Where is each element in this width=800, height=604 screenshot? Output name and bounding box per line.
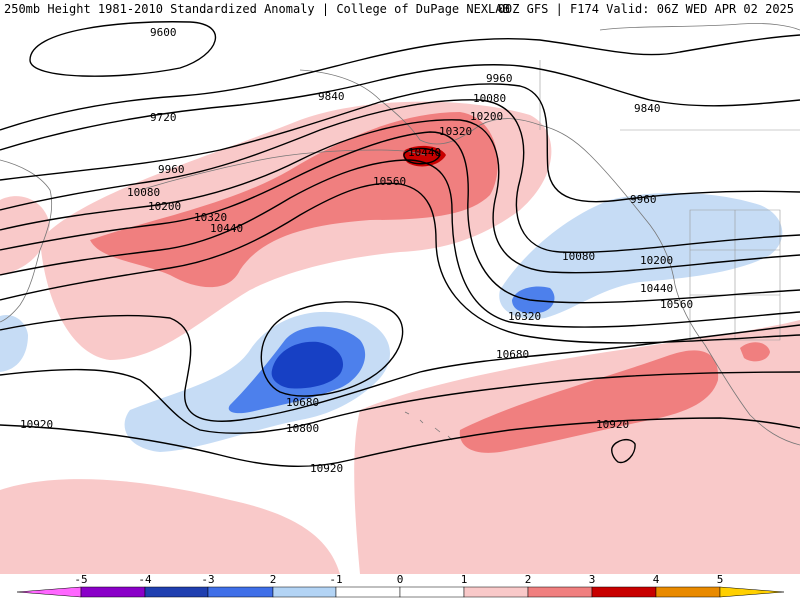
colorbar-swatch-p4 [655,586,721,598]
map-svg: 9600 9720 9840 9840 9960 9960 9960 10080… [0,21,800,574]
contour-label-10320c: 10320 [508,310,541,323]
negative-anomaly-min [271,341,344,389]
contour-9840 [0,64,800,151]
contour-label-10920: 10920 [20,418,53,431]
colorbar-swatch-p2 [527,586,593,598]
colorbar-swatch-m5 [80,586,146,598]
contour-10560 [0,182,800,344]
canada-border [539,60,800,131]
colorbar-tick-p3: 3 [589,574,596,586]
negative-anomaly-shading [0,192,783,452]
contour-label-9600: 9600 [150,26,177,39]
colorbar-swatch-p0 [399,586,465,598]
contour-10920-closed [611,438,636,464]
colorbar-swatch-m4 [144,586,209,598]
height-contours [0,21,800,468]
contour-label-10440: 10440 [210,222,243,235]
contour-9600-closed [29,21,217,77]
colorbar-tick-m3: -3 [201,574,214,586]
contour-10800 [0,368,800,434]
colorbar-swatches [16,586,785,598]
coastal-positive-anomaly [740,342,770,362]
contour-9720 [0,34,800,131]
contour-label-group: 9600 9720 9840 9840 9960 9960 9960 10080… [20,26,693,475]
contour-label-10320: 10320 [194,211,227,224]
contour-label-9840: 9840 [318,90,345,103]
contour-label-9840b: 9840 [634,102,661,115]
colorbar-tick-p2: 2 [525,574,532,586]
contour-label-10440b: 10440 [408,146,441,159]
contour-label-10200b: 10200 [470,110,503,123]
contour-label-10560: 10560 [373,175,406,188]
colorbar-tick-m2: 2 [270,574,277,586]
contour-label-10200: 10200 [148,200,181,213]
contour-10680-closed [260,301,404,397]
contour-label-9960c: 9960 [630,193,657,206]
political-borders [539,60,800,341]
contour-9960 [0,83,800,203]
asia-coast [0,159,53,323]
contour-label-9720: 9720 [150,111,177,124]
colorbar-swatch-m3 [207,586,274,598]
northeast-pacific-negative-anomaly [499,192,783,319]
colorbar-tick-m5: -5 [74,574,87,586]
subtropical-positive-anomaly-core [459,350,719,453]
colorbar-swatch-m1 [335,586,401,598]
contour-label-9960b: 9960 [486,72,513,85]
contour-label-10080: 10080 [127,186,160,199]
arctic-coast [599,23,800,31]
colorbar-tick-m1: -1 [329,574,342,586]
contour-label-10680b: 10680 [496,348,529,361]
contour-label-10920c: 10920 [596,418,629,431]
contour-10080 [0,99,800,254]
header-bar: 250mb Height 1981-2010 Standardized Anom… [0,0,800,18]
contour-10200 [0,119,800,274]
contour-label-10200c: 10200 [640,254,673,267]
hawaii-islands [404,411,453,441]
coastlines [0,23,800,446]
colorbar-arrow-left [16,586,82,598]
north-america-coast [589,154,800,446]
eastern-pacific-positive-anomaly [354,320,800,574]
contour-label-10440c: 10440 [640,282,673,295]
contour-10440 [0,159,800,328]
contour-label-10080b: 10080 [473,92,506,105]
west-negative-anomaly [0,314,28,372]
west-positive-anomaly [0,196,50,275]
colorbar-tick-p4: 4 [653,574,660,586]
contour-label-10680: 10680 [286,396,319,409]
aleutian-chain [139,149,426,191]
contour-10920 [0,417,800,468]
colorbar-swatch-p3 [591,586,657,598]
contour-label-10560b: 10560 [660,298,693,311]
run-info: 00Z GFS | F174 Valid: 06Z WED APR 02 202… [497,2,794,16]
colorbar-tick-0: 0 [397,574,404,586]
contour-label-9960: 9960 [158,163,185,176]
colorbar: -5 -4 -3 2 -1 0 1 2 3 4 5 [0,573,800,600]
contour-label-10080c: 10080 [562,250,595,263]
contour-10680 [0,314,800,422]
colorbar-tick-p5: 5 [717,574,724,586]
colorbar-ticks: -5 -4 -3 2 -1 0 1 2 3 4 5 [74,573,724,586]
positive-anomaly-shading [0,101,800,574]
colorbar-swatch-m2 [272,586,337,598]
contour-label-10920b: 10920 [310,462,343,475]
colorbar-swatch-p1 [463,586,529,598]
contour-10320 [0,131,800,304]
state-borders [689,209,781,341]
colorbar-svg: -5 -4 -3 2 -1 0 1 2 3 4 5 [16,573,785,598]
contour-label-10800: 10800 [286,422,319,435]
colorbar-arrow-right [719,586,785,598]
map-title: 250mb Height 1981-2010 Standardized Anom… [4,2,510,16]
colorbar-tick-p1: 1 [461,574,468,586]
contour-label-10320b: 10320 [439,125,472,138]
colorbar-tick-m4: -4 [138,574,152,586]
southern-positive-anomaly [0,479,340,574]
map-area: 9600 9720 9840 9840 9960 9960 9960 10080… [0,18,800,574]
alaska-coast [299,69,591,156]
